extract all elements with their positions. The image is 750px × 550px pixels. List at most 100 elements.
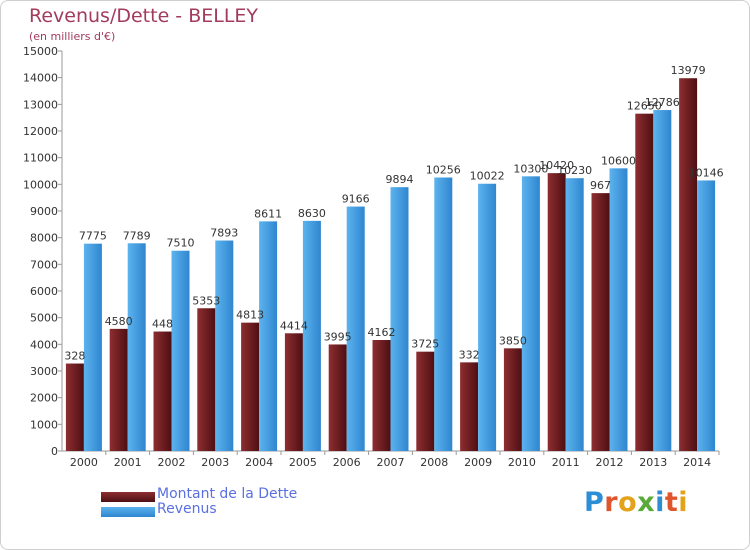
bar-dette	[591, 193, 610, 451]
bar-dette	[197, 308, 216, 451]
logo-letter: i	[655, 487, 665, 518]
bar-revenus	[609, 168, 628, 452]
data-label-dette: 10420	[539, 159, 574, 172]
data-label-dette: 4414	[280, 319, 308, 332]
data-label-revenus: 8611	[254, 207, 282, 220]
data-label-dette: 13979	[671, 64, 706, 77]
x-tick-label: 2012	[596, 456, 624, 469]
bar-dette	[679, 78, 698, 451]
y-tick-label: 14000	[23, 72, 58, 85]
data-label-revenus: 9894	[386, 173, 414, 186]
data-label-revenus: 7775	[79, 230, 107, 243]
chart-subtitle: (en milliers d'€)	[29, 30, 116, 43]
y-tick-label: 2000	[30, 392, 58, 405]
legend-swatch-revenus	[101, 507, 155, 517]
bar-revenus	[697, 180, 716, 451]
bar-dette	[153, 331, 172, 451]
y-tick-label: 6000	[30, 285, 58, 298]
legend-swatch-dette	[101, 492, 155, 502]
data-label-revenus: 9166	[342, 193, 370, 206]
bar-dette	[635, 113, 654, 452]
bar-dette	[109, 328, 128, 451]
data-label-dette: 4580	[105, 315, 133, 328]
data-label-dette: 3995	[324, 330, 352, 343]
data-label-dette: 3850	[499, 334, 527, 347]
logo-letter: P	[584, 487, 605, 518]
bar-dette	[460, 362, 479, 451]
bar-revenus	[478, 183, 497, 451]
data-label-dette: 3725	[411, 338, 439, 351]
logo-letter: r	[604, 487, 619, 518]
y-tick-label: 9000	[30, 205, 58, 218]
proxiti-logo: Proxiti	[584, 487, 688, 518]
data-label-revenus: 7789	[123, 229, 151, 242]
x-tick-label: 2004	[245, 456, 273, 469]
x-tick-label: 2014	[683, 456, 711, 469]
logo-letter: o	[618, 487, 638, 518]
data-label-revenus: 7510	[167, 237, 195, 250]
y-tick-label: 8000	[30, 232, 58, 245]
chart-title: Revenus/Dette - BELLEY	[29, 5, 259, 27]
bar-dette	[241, 322, 260, 451]
y-tick-label: 3000	[30, 365, 58, 378]
bars-group	[65, 78, 716, 452]
x-tick-label: 2007	[377, 456, 405, 469]
bar-dette	[372, 340, 391, 451]
data-label-dette: 967	[590, 179, 611, 192]
y-tick-label: 12000	[23, 125, 58, 138]
x-tick-label: 2011	[552, 456, 580, 469]
bar-revenus	[653, 110, 672, 451]
bar-revenus	[259, 221, 278, 451]
data-label-revenus: 12786	[645, 96, 680, 109]
bar-revenus	[302, 220, 321, 451]
bar-revenus	[171, 250, 190, 451]
y-tick-label: 5000	[30, 312, 58, 325]
data-label-revenus: 10230	[557, 164, 592, 177]
data-label-dette: 5353	[192, 294, 220, 307]
legend-label-revenus: Revenus	[157, 501, 217, 517]
bar-dette	[416, 351, 435, 451]
y-tick-label: 4000	[30, 338, 58, 351]
data-label-dette: 448	[152, 318, 173, 331]
bar-revenus	[565, 178, 584, 451]
logo-letter: x	[637, 487, 656, 518]
data-label-dette: 12650	[627, 100, 662, 113]
data-label-revenus: 8630	[298, 207, 326, 220]
x-tick-label: 2008	[420, 456, 448, 469]
y-tick-label: 11000	[23, 152, 58, 165]
bar-dette	[547, 173, 566, 451]
data-label-revenus: 10022	[470, 170, 505, 183]
bar-dette	[65, 363, 84, 451]
data-labels-group: 328 7775 4580 7789 448 7510 5353 7893 4813 8611 44…	[64, 64, 723, 362]
x-tick-label: 2013	[639, 456, 667, 469]
x-tick-label: 2006	[333, 456, 361, 469]
bar-revenus	[521, 176, 540, 452]
x-tick-label: 2002	[158, 456, 186, 469]
bar-revenus	[390, 187, 409, 451]
bar-revenus	[346, 206, 365, 451]
data-label-revenus: 10300	[513, 162, 548, 175]
x-tick-label: 2009	[464, 456, 492, 469]
data-label-revenus: 10146	[689, 166, 724, 179]
bar-revenus	[434, 177, 453, 452]
bar-revenus	[127, 243, 146, 451]
x-tick-label: 2001	[114, 456, 142, 469]
bar-dette	[284, 333, 303, 451]
logo-letter: i	[678, 487, 689, 518]
x-tick-label: 2003	[201, 456, 229, 469]
data-label-dette: 4813	[236, 309, 264, 322]
x-tick-label: 2010	[508, 456, 536, 469]
bar-dette	[503, 348, 522, 451]
y-tick-label: 1000	[30, 418, 58, 431]
data-label-revenus: 7893	[210, 227, 238, 240]
bar-revenus	[83, 243, 102, 451]
y-tick-label: 10000	[23, 178, 58, 191]
data-label-revenus: 10256	[426, 164, 461, 177]
bar-revenus	[215, 240, 234, 451]
bar-dette	[328, 344, 347, 451]
y-tick-label: 0	[51, 445, 58, 458]
data-label-dette: 4162	[368, 326, 396, 339]
data-label-dette: 332	[459, 348, 480, 361]
legend-label-dette: Montant de la Dette	[157, 486, 298, 502]
